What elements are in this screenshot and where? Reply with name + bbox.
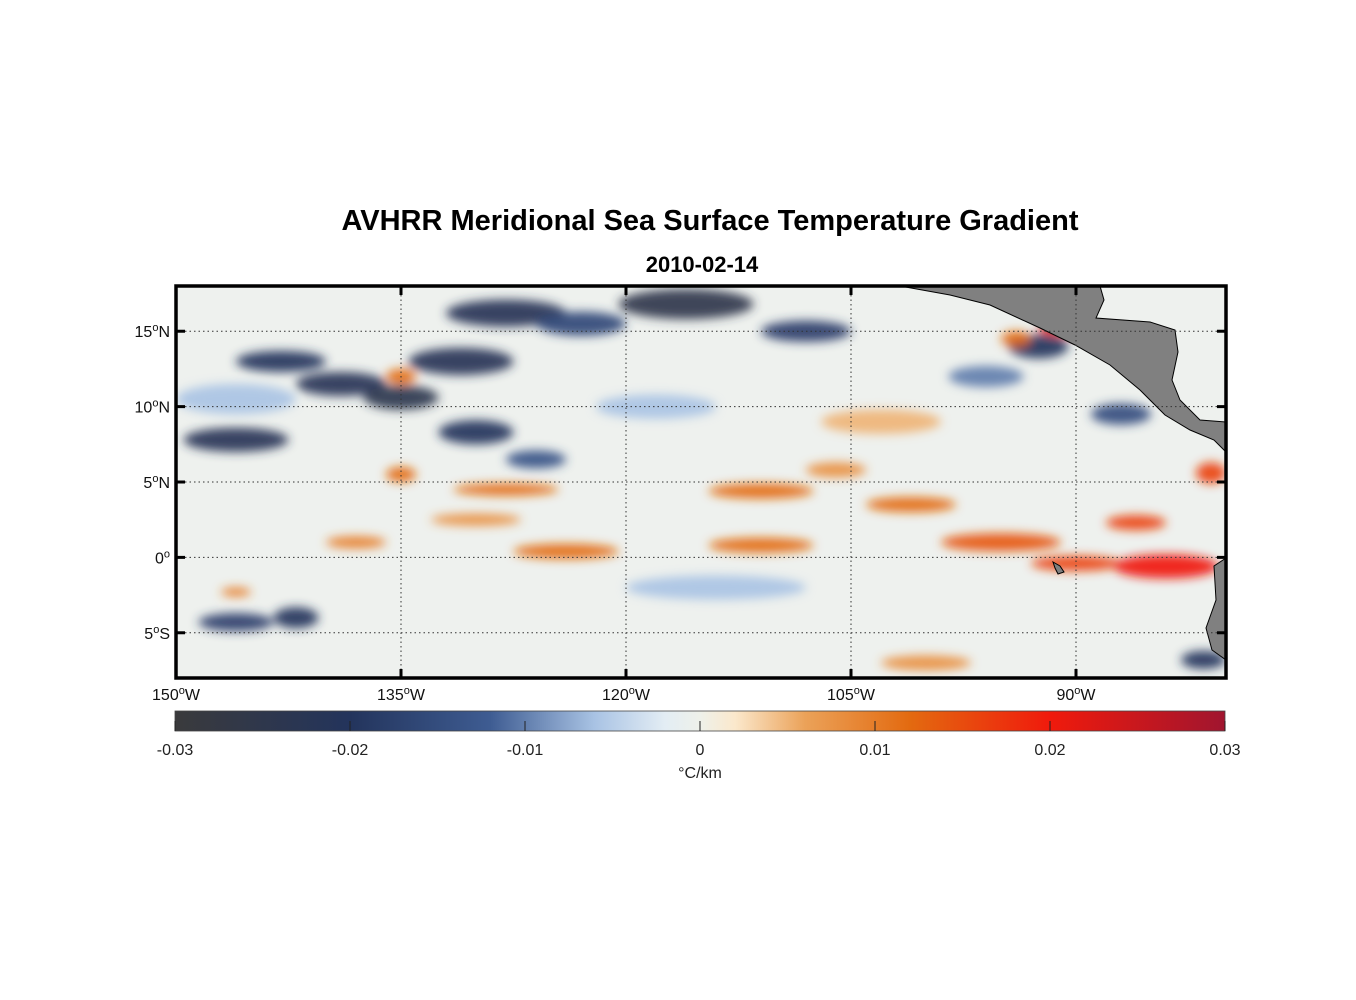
colorbar-tick-label: -0.03 <box>157 742 194 759</box>
gradient-feature <box>506 450 566 469</box>
lon-tick-label: 90oW <box>1056 685 1096 704</box>
lat-tick-label: 0o <box>155 548 170 567</box>
colorbar-tick-label: 0.02 <box>1034 742 1065 759</box>
gradient-feature <box>536 311 626 336</box>
colorbar-tick-label: -0.02 <box>332 742 369 759</box>
gradient-feature <box>438 420 514 445</box>
gradient-feature <box>236 350 326 372</box>
colorbar-tick-label: 0.03 <box>1209 742 1240 759</box>
gradient-feature <box>453 483 559 496</box>
lat-tick-label: 10oN <box>135 398 170 417</box>
sst-gradient-field <box>176 289 1226 671</box>
plot-area <box>176 286 1226 678</box>
gradient-feature <box>183 427 289 452</box>
gradient-feature <box>296 371 386 397</box>
map-title: AVHRR Meridional Sea Surface Temperature… <box>341 205 1079 237</box>
gradient-feature <box>948 365 1024 388</box>
lon-tick-label: 105oW <box>827 685 876 704</box>
gradient-feature <box>1001 331 1031 347</box>
gradient-feature <box>806 462 866 478</box>
gradient-feature <box>1181 650 1226 669</box>
gradient-feature <box>446 299 566 327</box>
lat-tick-label: 15oN <box>135 322 170 341</box>
gradient-feature <box>626 575 806 600</box>
gradient-feature <box>1196 462 1226 484</box>
gradient-feature <box>431 513 521 526</box>
gradient-feature <box>1031 555 1121 571</box>
axis-ticks: 150oW 135oW 120oW 105oW 90oW 15oN 10oN 5oN 0o 5oS <box>135 286 1226 704</box>
colorbar-tick-label: 0.01 <box>859 742 890 759</box>
lon-tick-label: 120oW <box>602 685 651 704</box>
gradient-feature <box>408 347 514 375</box>
galapagos-island <box>1052 560 1065 575</box>
gradient-feature <box>326 536 386 549</box>
gradient-feature <box>708 537 814 553</box>
gradient-feature <box>866 497 956 513</box>
colorbar: -0.03 -0.02 -0.01 0 0.01 0.02 0.03 °C/km <box>157 710 1241 782</box>
colorbar-units: °C/km <box>678 765 722 782</box>
land-mask <box>899 286 1226 661</box>
lon-tick-label: 150oW <box>152 685 201 704</box>
gradient-feature <box>273 607 319 629</box>
gradient-feature <box>221 587 251 597</box>
gradient-feature <box>198 613 274 632</box>
colorbar-ticks: -0.03 -0.02 -0.01 0 0.01 0.02 0.03 <box>157 721 1241 759</box>
gradient-feature <box>708 483 814 499</box>
south-america-coast <box>1205 557 1226 661</box>
central-america-land <box>899 286 1226 453</box>
colorbar-tick-label: 0 <box>696 742 705 759</box>
gradient-feature <box>618 289 754 320</box>
gradient-feature <box>821 409 941 434</box>
gradient-feature <box>1091 403 1151 425</box>
gradient-feature <box>513 543 619 559</box>
gradient-feature <box>1113 554 1219 579</box>
map-subtitle: 2010-02-14 <box>645 252 759 277</box>
lat-tick-label: 5oS <box>144 624 170 643</box>
gradient-feature <box>881 655 971 671</box>
gradient-feature <box>363 385 439 410</box>
gradient-feature <box>176 384 296 415</box>
gradient-feature <box>1106 515 1166 531</box>
lat-tick-label: 5oN <box>143 473 170 492</box>
gradient-feature <box>386 466 416 483</box>
gradient-feature <box>941 533 1061 552</box>
lon-tick-label: 135oW <box>377 685 426 704</box>
colorbar-tick-label: -0.01 <box>507 742 544 759</box>
